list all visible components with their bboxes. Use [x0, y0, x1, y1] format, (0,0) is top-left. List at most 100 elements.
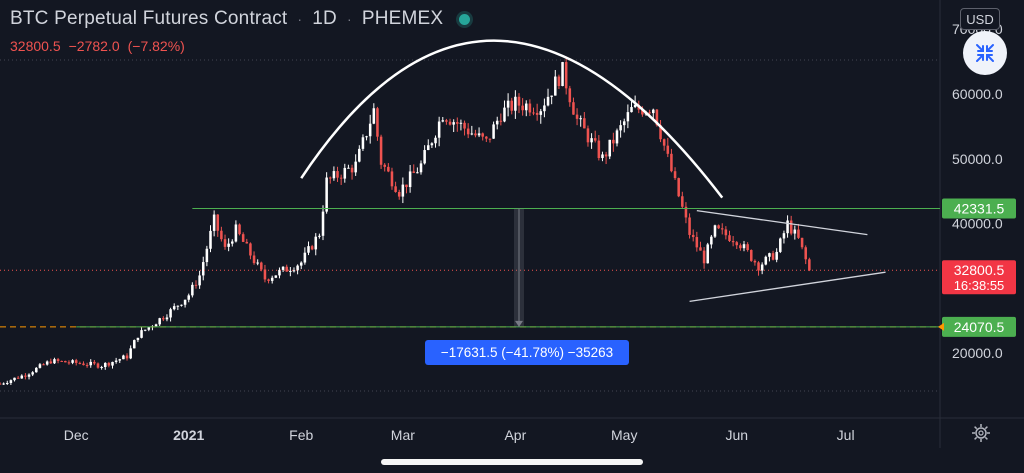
candle-body: [630, 107, 633, 113]
candle-body: [691, 234, 695, 238]
candle-body: [466, 128, 470, 135]
candle-body: [441, 120, 445, 122]
candle-body: [713, 225, 717, 237]
candle-body: [702, 250, 706, 264]
candle-body: [67, 362, 71, 364]
triangle-upper-line: [696, 209, 868, 236]
candle-body: [554, 76, 557, 96]
candle-body: [510, 100, 514, 111]
candle-body: [757, 262, 760, 271]
candle-body: [503, 107, 506, 122]
currency-button[interactable]: USD: [960, 8, 1000, 30]
resistance-price-label: 42331.5: [954, 200, 1005, 216]
candle-body: [717, 225, 720, 229]
candle-body: [405, 184, 408, 188]
candle-body: [622, 121, 626, 126]
interval-label[interactable]: 1D: [312, 8, 337, 29]
y-tick-label: 20000.0: [952, 345, 1003, 361]
separator: ·: [346, 11, 352, 27]
candle-body: [793, 229, 797, 234]
candle-body: [528, 103, 532, 113]
candle-body: [699, 247, 702, 251]
candle-body: [430, 143, 434, 146]
candle-body: [550, 95, 553, 97]
x-tick-label: Apr: [504, 427, 526, 443]
symbol-name[interactable]: BTC Perpetual Futures Contract: [10, 8, 288, 29]
candle-body: [481, 133, 484, 137]
candle-body: [332, 171, 336, 179]
candle-body: [16, 377, 20, 379]
candle-body: [31, 372, 34, 375]
candle-body: [372, 108, 376, 124]
candle-body: [641, 109, 644, 115]
candle-body: [191, 284, 194, 296]
candle-body: [724, 229, 728, 236]
candle-body: [114, 360, 118, 362]
candle-body: [670, 153, 673, 172]
candle-body: [800, 237, 804, 248]
candle-body: [136, 337, 140, 341]
candle-body: [35, 367, 38, 373]
candle-body: [133, 340, 136, 349]
candle-body: [394, 186, 397, 192]
candle-body: [474, 133, 477, 136]
candle-body: [470, 133, 474, 135]
candle-body: [412, 171, 416, 173]
candle-body: [568, 88, 572, 103]
candle-body: [477, 133, 481, 136]
candle-body: [485, 136, 488, 139]
candle-body: [209, 230, 212, 249]
gear-icon[interactable]: [970, 422, 992, 444]
candle-body: [583, 118, 586, 129]
candle-body: [590, 138, 593, 143]
candle-body: [495, 120, 499, 125]
candle-body: [5, 382, 9, 384]
resistance-price-label-bg: [942, 198, 1016, 219]
last-price-label-countdown: 16:38:55: [954, 278, 1005, 293]
candle-body: [74, 360, 78, 363]
candle-body: [452, 122, 455, 125]
candle-body: [666, 145, 670, 154]
candle-body: [731, 241, 735, 243]
candle-body: [56, 359, 60, 361]
candle-body: [140, 330, 143, 338]
rounding-top-arc: [300, 39, 724, 199]
x-tick-label: Dec: [64, 427, 89, 443]
candle-body: [60, 360, 63, 362]
candle-body: [557, 76, 561, 87]
candle-body: [223, 239, 227, 247]
candle-body: [695, 237, 699, 248]
candle-body: [270, 277, 274, 281]
symbol-header: BTC Perpetual Futures Contract · 1D · PH…: [10, 8, 471, 30]
candle-body: [456, 122, 459, 124]
candle-body: [655, 109, 659, 126]
candle-body: [662, 139, 666, 146]
candle-body: [437, 121, 441, 138]
candle-body: [506, 100, 510, 108]
measure-arrow-head: [514, 320, 523, 327]
candle-body: [82, 363, 85, 366]
candle-body: [234, 224, 238, 242]
candle-body: [539, 111, 543, 115]
candle-body: [601, 154, 604, 159]
candle-body: [652, 109, 655, 114]
candle-body: [448, 121, 452, 125]
candle-body: [274, 275, 278, 278]
candle-body: [514, 96, 517, 111]
candle-body: [96, 363, 100, 368]
candle-body: [804, 247, 807, 260]
candle-body: [147, 327, 151, 330]
candle-body: [532, 112, 535, 114]
candle-body: [220, 230, 223, 240]
candle-body: [165, 317, 169, 320]
candle-body: [742, 244, 746, 249]
candle-body: [619, 125, 622, 131]
candle-body: [343, 167, 347, 179]
last-price-label-bg: [942, 260, 1016, 295]
candle-body: [183, 299, 187, 305]
candle-body: [143, 329, 147, 331]
compress-arrows-icon[interactable]: [963, 31, 1007, 75]
candle-body: [303, 252, 307, 263]
candle-body: [368, 123, 372, 137]
